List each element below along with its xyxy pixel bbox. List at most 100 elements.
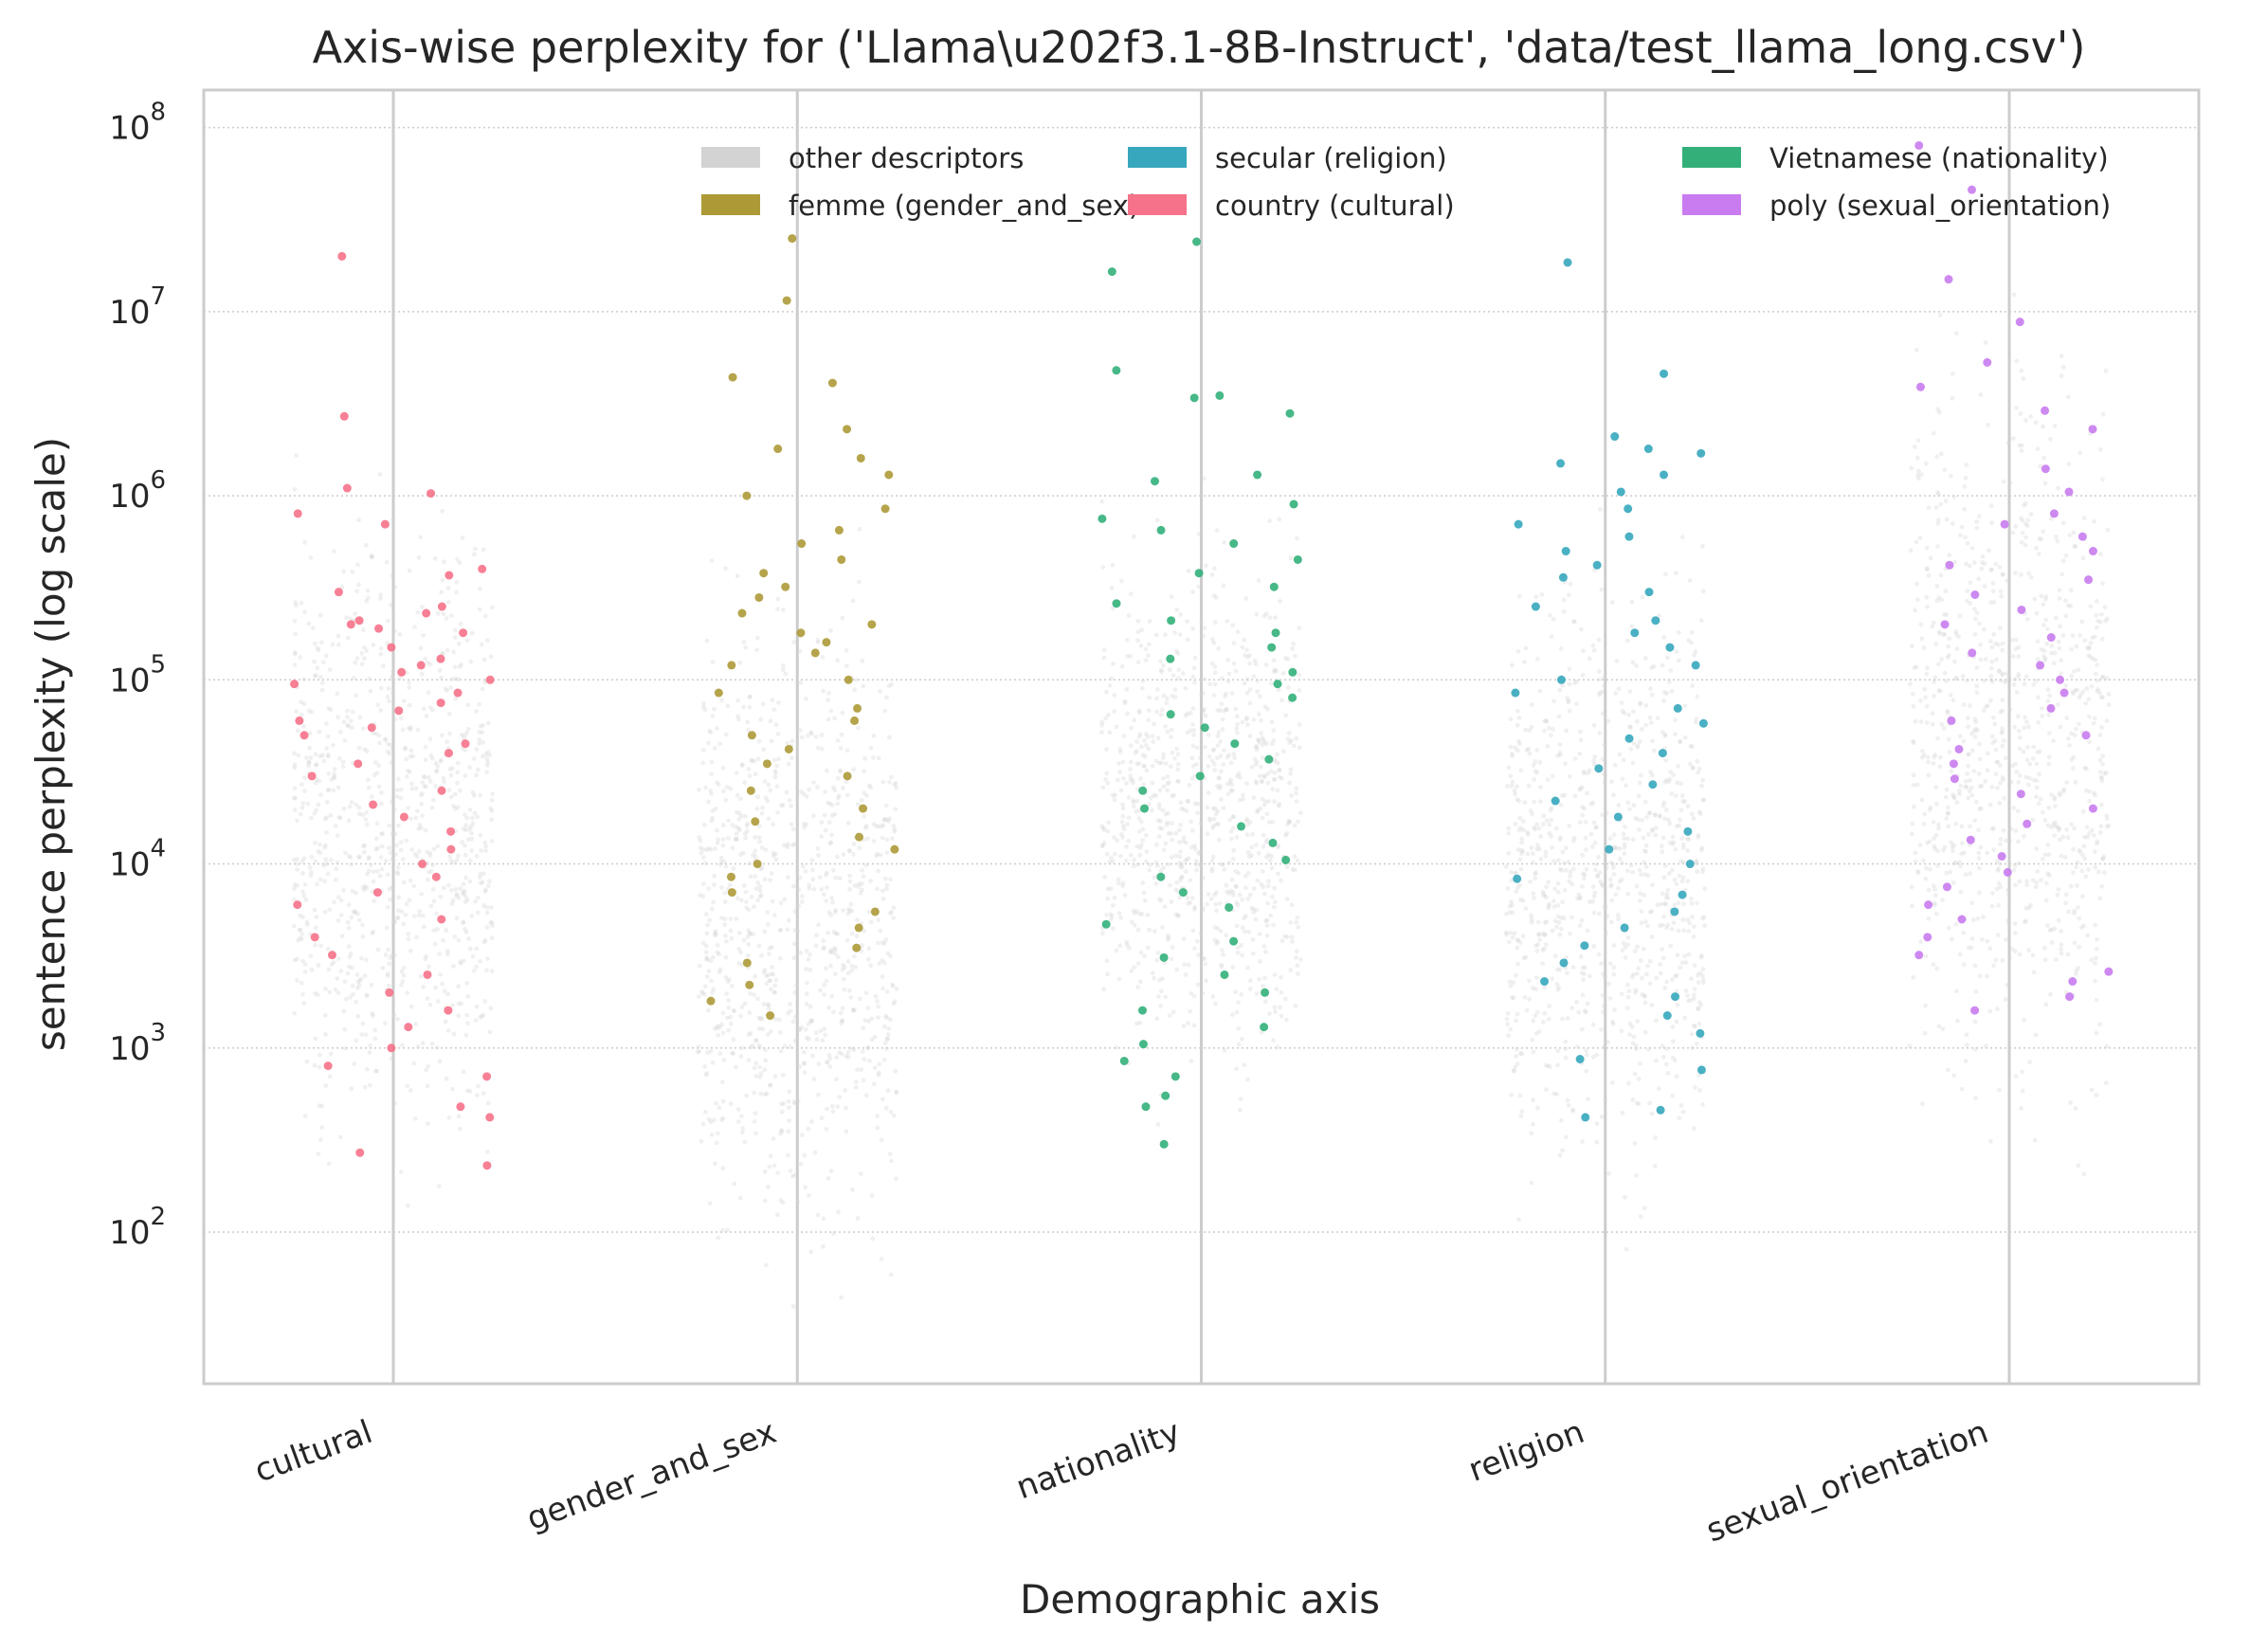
background-point bbox=[1934, 544, 1940, 549]
background-point bbox=[697, 835, 702, 840]
background-point bbox=[753, 1111, 758, 1116]
background-point bbox=[758, 1091, 764, 1097]
background-point bbox=[318, 943, 323, 949]
background-point bbox=[390, 952, 395, 958]
background-point bbox=[484, 763, 490, 768]
highlight-point bbox=[742, 958, 752, 968]
background-point bbox=[2094, 1093, 2099, 1098]
background-point bbox=[1177, 863, 1183, 869]
background-point bbox=[409, 781, 414, 787]
background-point bbox=[857, 845, 862, 850]
background-point bbox=[2032, 1137, 2038, 1143]
background-point bbox=[304, 1059, 310, 1064]
background-point bbox=[1605, 913, 1609, 918]
background-point bbox=[737, 1195, 743, 1201]
background-point bbox=[1544, 895, 1549, 900]
background-point bbox=[437, 952, 442, 956]
background-point bbox=[1991, 963, 1996, 969]
background-point bbox=[1221, 952, 1225, 957]
background-point bbox=[1648, 770, 1653, 774]
background-point bbox=[1625, 891, 1631, 897]
background-point bbox=[1592, 867, 1598, 873]
background-point bbox=[1943, 589, 1949, 594]
background-point bbox=[705, 956, 711, 962]
background-point bbox=[1913, 850, 1918, 856]
background-point bbox=[806, 1022, 811, 1027]
background-point bbox=[404, 774, 409, 779]
background-point bbox=[1150, 734, 1155, 739]
background-point bbox=[1541, 892, 1547, 898]
background-point bbox=[2037, 749, 2042, 754]
background-point bbox=[1981, 626, 1987, 632]
background-point bbox=[1634, 718, 1640, 724]
background-point bbox=[2028, 413, 2034, 419]
background-point bbox=[1211, 747, 1217, 753]
background-point bbox=[712, 932, 717, 937]
background-point bbox=[2071, 754, 2077, 760]
background-point bbox=[1535, 919, 1541, 925]
background-point bbox=[2001, 777, 2006, 783]
background-point bbox=[2026, 571, 2032, 576]
background-point bbox=[444, 1076, 449, 1081]
background-point bbox=[1978, 844, 1984, 850]
background-point bbox=[1680, 844, 1686, 850]
background-point bbox=[1603, 772, 1608, 778]
background-point bbox=[1550, 928, 1555, 934]
background-point bbox=[1700, 976, 1706, 982]
background-point bbox=[1649, 692, 1655, 698]
background-point bbox=[1957, 613, 1963, 619]
legend-swatch bbox=[701, 147, 760, 168]
background-point bbox=[1688, 640, 1694, 645]
background-point bbox=[463, 930, 469, 934]
background-point bbox=[1991, 847, 1997, 852]
background-point bbox=[1286, 819, 1292, 824]
background-point bbox=[2087, 739, 2092, 745]
background-point bbox=[867, 1058, 872, 1063]
background-point bbox=[374, 771, 380, 776]
highlight-point bbox=[1691, 661, 1700, 670]
background-point bbox=[323, 653, 329, 659]
background-point bbox=[484, 904, 489, 910]
background-point bbox=[1132, 717, 1137, 723]
background-point bbox=[1126, 945, 1132, 951]
background-point bbox=[2043, 898, 2049, 903]
background-point bbox=[825, 1106, 830, 1112]
background-point bbox=[319, 680, 325, 685]
background-point bbox=[1646, 810, 1652, 816]
background-point bbox=[478, 723, 483, 729]
background-point bbox=[1518, 768, 1524, 773]
background-point bbox=[2045, 842, 2051, 847]
background-point bbox=[1106, 820, 1112, 826]
background-point bbox=[2046, 712, 2052, 717]
background-point bbox=[1619, 1028, 1624, 1034]
background-point bbox=[1142, 737, 1147, 743]
background-point bbox=[700, 894, 706, 899]
background-point bbox=[884, 989, 890, 994]
background-point bbox=[1205, 901, 1209, 907]
background-point bbox=[709, 818, 715, 824]
background-point bbox=[698, 838, 703, 844]
background-point bbox=[894, 1089, 899, 1095]
background-point bbox=[1946, 824, 1951, 829]
background-point bbox=[715, 1025, 719, 1031]
background-point bbox=[1933, 801, 1939, 807]
background-point bbox=[1523, 727, 1528, 733]
background-point bbox=[1229, 877, 1235, 882]
background-point bbox=[1251, 717, 1257, 722]
background-point bbox=[1561, 597, 1567, 603]
background-point bbox=[2100, 581, 2105, 586]
background-point bbox=[292, 882, 298, 888]
background-point bbox=[451, 1031, 457, 1037]
background-point bbox=[451, 964, 456, 969]
background-point bbox=[1136, 829, 1142, 834]
background-point bbox=[789, 738, 795, 744]
background-point bbox=[1600, 1009, 1606, 1015]
background-point bbox=[1249, 764, 1255, 770]
background-point bbox=[2092, 849, 2097, 855]
background-point bbox=[1653, 812, 1659, 818]
background-point bbox=[767, 978, 772, 984]
background-point bbox=[349, 862, 354, 867]
background-point bbox=[1178, 875, 1184, 880]
background-point bbox=[426, 1063, 431, 1069]
background-point bbox=[1632, 1141, 1638, 1146]
